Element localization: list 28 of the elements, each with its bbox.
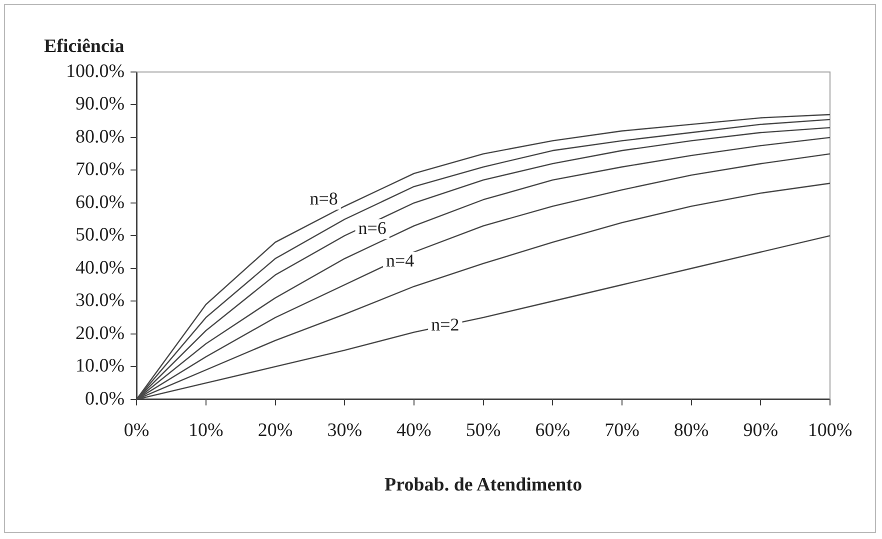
x-tick-label: 100% [808,420,852,441]
x-tick-label: 40% [396,420,432,441]
y-tick-label: 10.0% [76,356,125,377]
x-tick-label: 0% [124,420,150,441]
y-tick-label: 50.0% [76,224,125,246]
y-tick-label: 0.0% [85,388,125,410]
annotation: n=2 [431,314,460,334]
annotation: n=8 [310,188,338,208]
annotation: n=4 [386,250,414,271]
x-tick-label: 30% [327,420,362,441]
x-tick-label: 80% [674,420,709,441]
annotation: n=6 [358,218,386,238]
y-tick-label: 90.0% [76,94,125,115]
y-tick-label: 20.0% [76,322,125,344]
x-tick-label: 90% [743,420,778,441]
y-tick-label: 30.0% [76,290,125,312]
x-tick-label: 70% [604,420,640,441]
x-tick-label: 50% [466,420,501,441]
x-tick-label: 60% [535,420,570,441]
x-tick-label: 10% [188,420,224,441]
y-tick-label: 60.0% [76,192,125,213]
x-axis-title: Probab. de Atendimento [384,474,582,496]
y-axis-title: Eficiência [44,36,124,58]
y-tick-label: 40.0% [76,257,125,278]
y-tick-label: 100.0% [66,60,125,82]
y-tick-label: 70.0% [76,159,125,180]
x-tick-label: 20% [258,420,293,441]
y-tick-label: 80.0% [76,126,125,148]
